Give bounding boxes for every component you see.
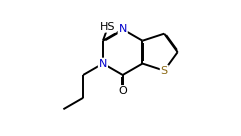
Text: HS: HS	[100, 22, 116, 32]
Text: N: N	[99, 59, 107, 69]
Text: S: S	[161, 66, 168, 76]
Text: N: N	[119, 24, 127, 34]
Text: O: O	[118, 86, 127, 96]
